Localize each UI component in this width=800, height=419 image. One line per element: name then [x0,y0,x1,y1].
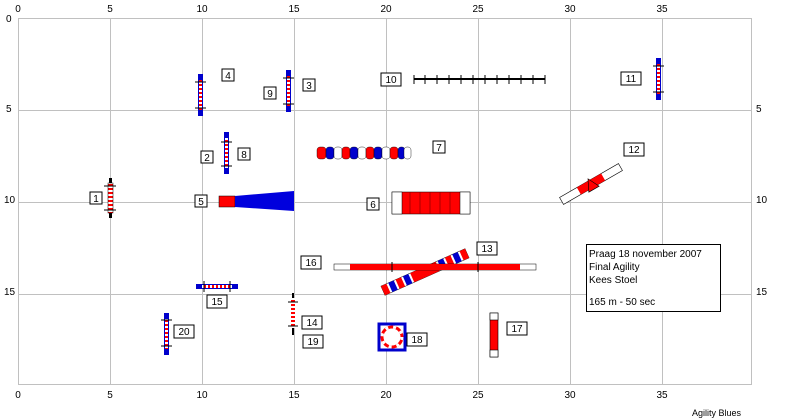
x-tick-bottom: 30 [564,390,576,401]
svg-text:3: 3 [306,81,312,92]
obstacle-number-label: 7 [432,140,446,154]
obstacle-number-label: 5 [194,194,208,208]
x-tick-bottom: 15 [288,390,300,401]
obstacle-number-label: 16 [300,255,322,270]
info-length-time: 165 m - 50 sec [589,297,655,308]
svg-text:12: 12 [628,145,640,156]
a-frame-obstacle [380,248,470,296]
svg-text:8: 8 [241,150,247,161]
x-tick-top: 10 [196,4,208,15]
obstacle-number-label: 1 [89,191,103,205]
svg-text:13: 13 [481,244,493,255]
y-tick-right: 5 [756,104,762,115]
top-axis: 0 5 10 15 20 25 30 35 [15,4,668,15]
x-tick-top: 5 [107,4,113,15]
x-tick-top: 30 [564,4,576,15]
obstacle-number-label: 14 [301,315,323,330]
x-tick-bottom: 5 [107,390,113,401]
obstacle-number-label: 8 [237,147,251,161]
y-tick-left: 10 [4,195,16,206]
svg-text:19: 19 [307,337,319,348]
y-tick-left: 15 [4,287,16,298]
obstacle-number-label: 19 [302,334,324,349]
obstacle-number-label: 17 [506,321,528,336]
jump-obstacle [221,132,232,174]
y-tick-right: 10 [756,195,768,206]
obstacle-number-label: 9 [263,86,277,100]
credit-label: Agility Blues [692,408,742,418]
svg-text:17: 17 [511,324,523,335]
jump-obstacle [288,293,298,335]
jump-obstacle [195,74,206,116]
info-class: Final Agility [589,262,640,273]
x-tick-top: 35 [656,4,668,15]
segmented-tunnel-obstacle [316,146,412,160]
jump-obstacle [161,313,172,355]
jump-obstacle [653,58,664,100]
obstacle-number-label: 20 [173,324,195,339]
svg-text:1: 1 [93,194,99,205]
obstacle-number-label: 12 [623,142,645,157]
obstacle-number-label: 13 [476,241,498,256]
x-tick-bottom: 35 [656,390,668,401]
svg-text:18: 18 [411,335,423,346]
svg-text:16: 16 [305,258,317,269]
x-tick-bottom: 10 [196,390,208,401]
obstacle-number-label: 11 [620,71,642,86]
y-tick-right: 15 [756,287,768,298]
x-tick-top: 25 [472,4,484,15]
tunnel-obstacle [391,191,471,215]
x-tick-bottom: 20 [380,390,392,401]
x-tick-top: 0 [15,4,21,15]
obstacle-number-label: 2 [200,150,214,164]
tire-obstacle [377,322,407,352]
obstacle-number-label: 15 [206,294,228,309]
jump-obstacle [196,281,238,292]
obstacle-number-label: 10 [380,72,402,87]
right-axis: 5 10 15 [756,104,768,298]
info-event: Praag 18 november 2007 [589,249,702,260]
svg-text:14: 14 [306,318,318,329]
svg-text:5: 5 [198,197,204,208]
jump-obstacle [104,178,116,218]
weave-poles-obstacle [413,75,546,84]
obstacle-number-label: 6 [366,197,380,211]
svg-text:7: 7 [436,143,442,154]
course-info-box: Praag 18 november 2007 Final Agility Kee… [586,244,721,312]
obstacle-number-label: 18 [406,332,428,347]
chute-obstacle [218,191,294,211]
svg-text:11: 11 [626,74,637,85]
y-tick-left: 5 [6,104,12,115]
svg-text:20: 20 [178,327,190,338]
bottom-axis: 0 5 10 15 20 25 30 35 [15,390,668,401]
obstacle-labels: 1 2 3 4 5 6 7 8 9 10 11 12 13 14 15 16 1… [89,68,645,349]
x-tick-bottom: 0 [15,390,21,401]
svg-text:9: 9 [267,89,273,100]
svg-text:4: 4 [225,71,231,82]
wall-obstacle [489,312,499,358]
obstacle-number-label: 4 [221,68,235,82]
dog-walk-obstacle [333,262,537,272]
svg-text:2: 2 [204,153,210,164]
x-tick-top: 15 [288,4,300,15]
left-axis: 0 5 10 15 [4,14,16,298]
y-tick-left: 0 [6,14,12,25]
obstacle-number-label: 3 [302,78,316,92]
x-tick-top: 20 [380,4,392,15]
svg-text:6: 6 [370,200,376,211]
svg-text:10: 10 [385,75,397,86]
jump-obstacle [283,70,294,112]
info-judge: Kees Stoel [589,275,637,286]
svg-text:15: 15 [211,297,223,308]
seesaw-obstacle [559,163,623,205]
x-tick-bottom: 25 [472,390,484,401]
